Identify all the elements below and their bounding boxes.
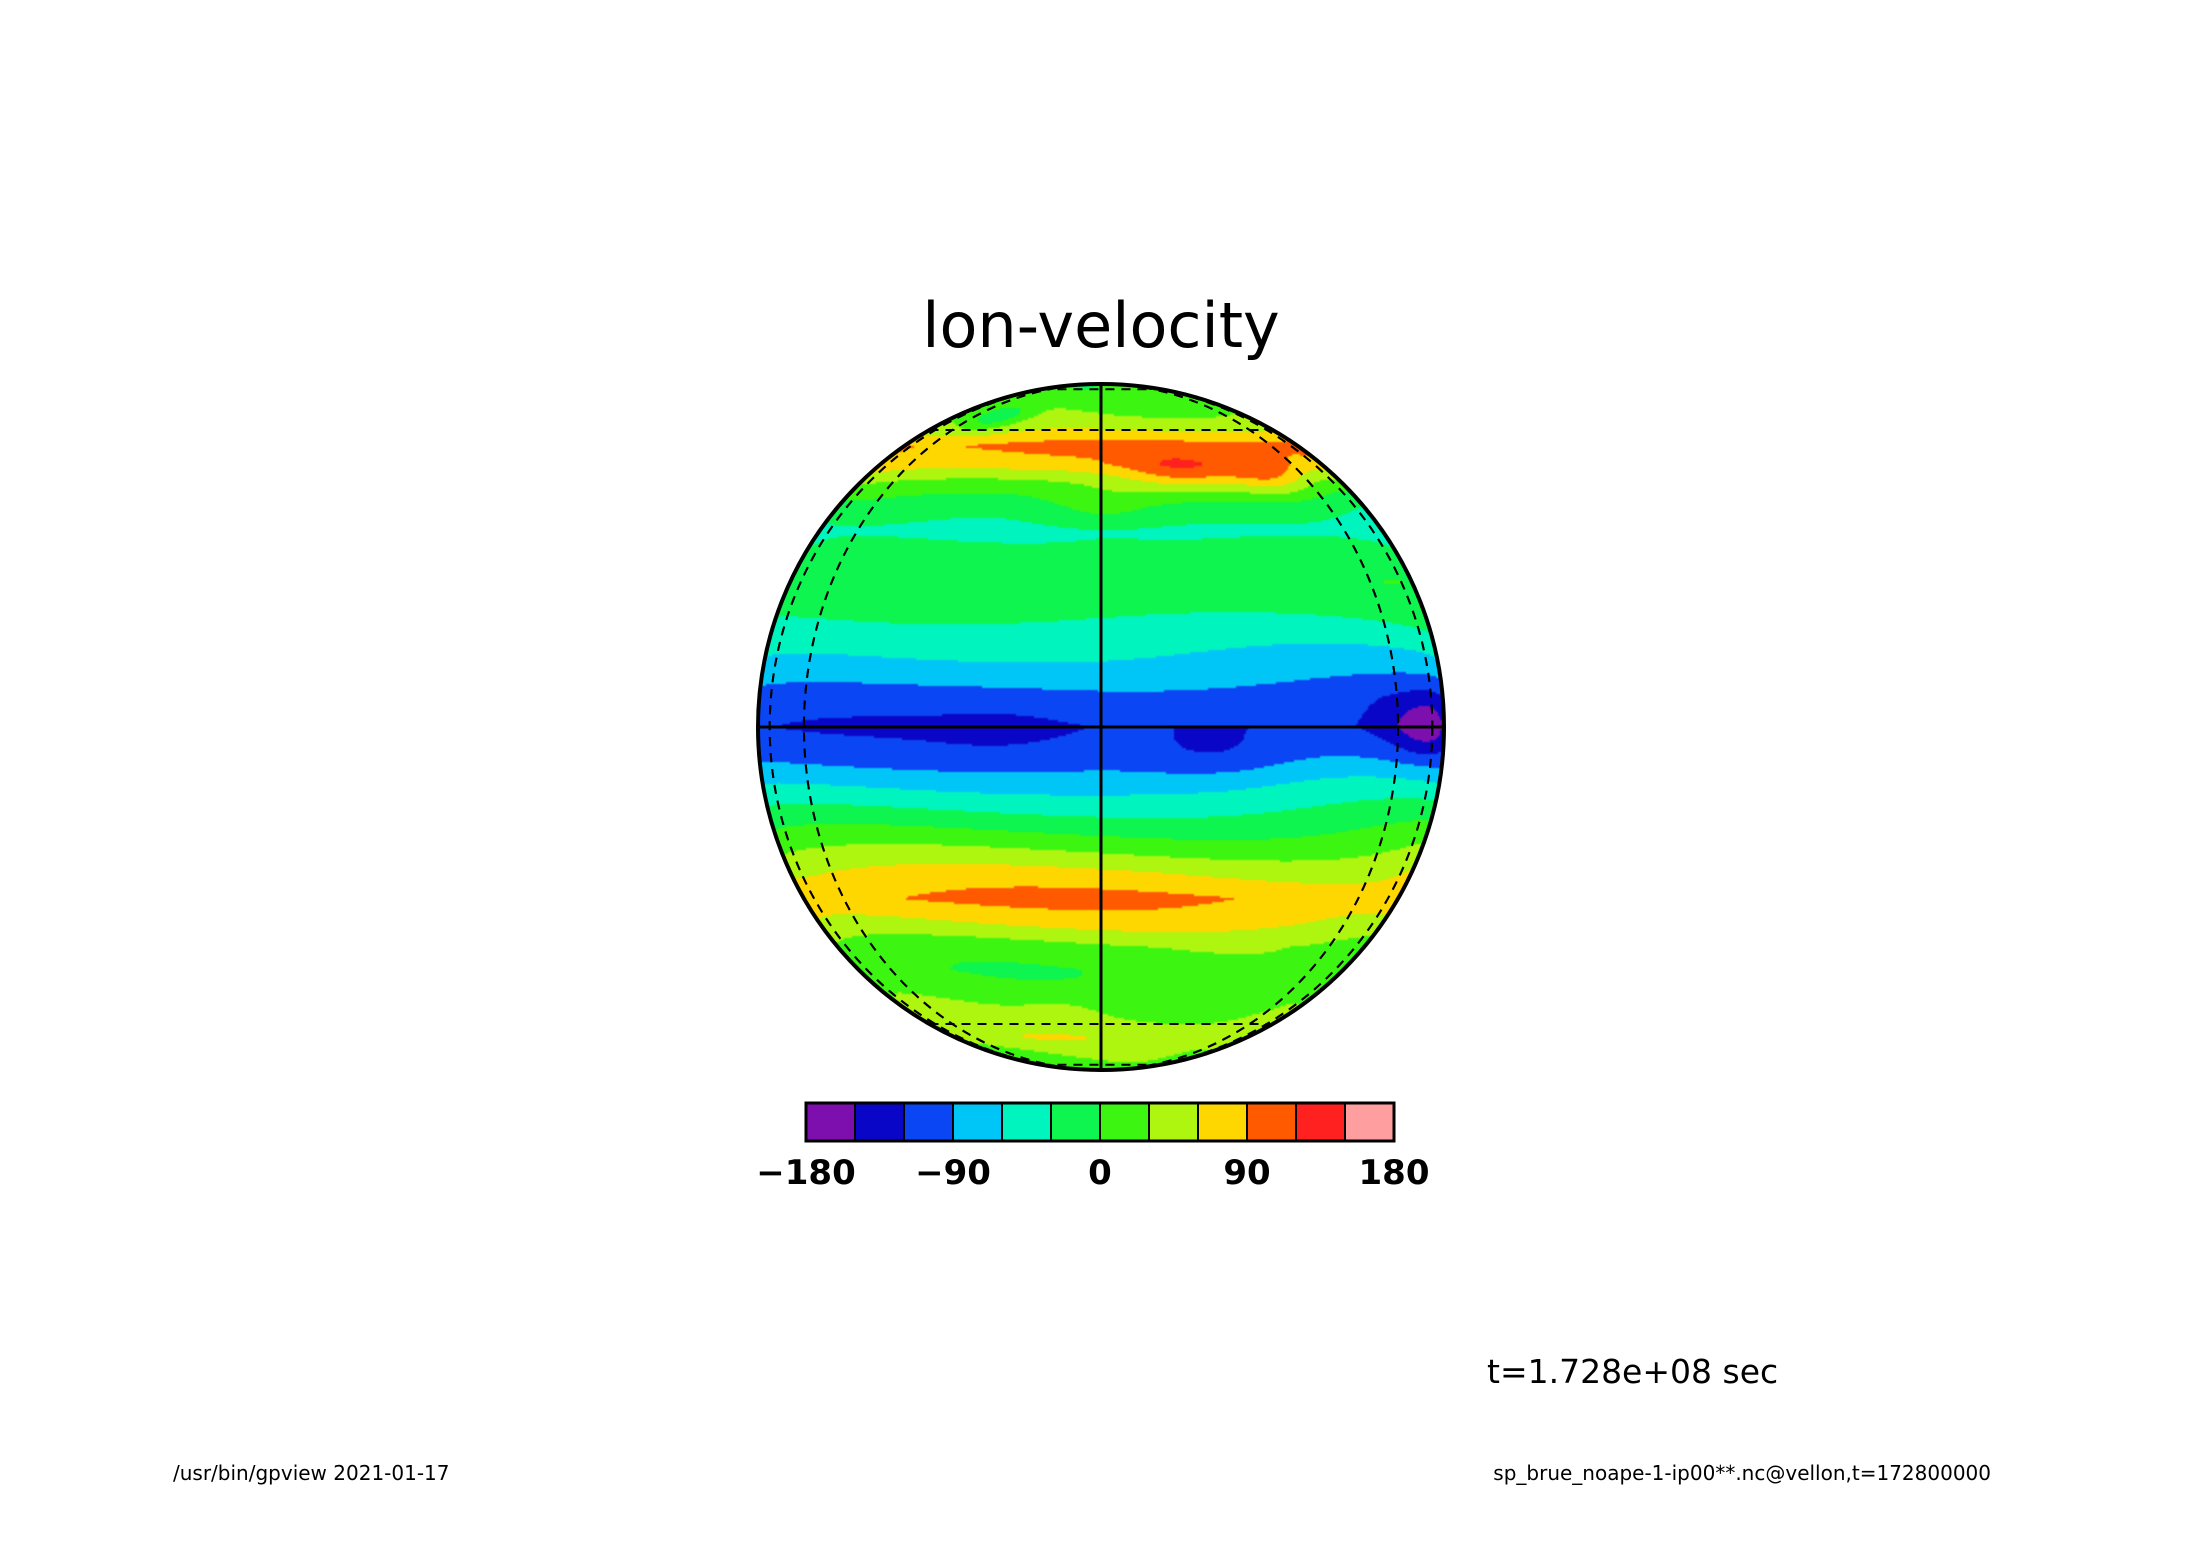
colorbar-swatch: [1050, 1102, 1101, 1142]
colorbar-swatch: [952, 1102, 1003, 1142]
colorbar: −180 −90 0 90 180: [756, 1101, 1430, 1193]
plot-title: lon-velocity: [922, 289, 1279, 362]
colorbar-swatch: [1197, 1102, 1248, 1142]
colorbar-tick-label: 90: [1223, 1153, 1270, 1193]
footer-left: /usr/bin/gpview 2021-01-17: [173, 1461, 450, 1485]
colorbar-swatch: [1148, 1102, 1199, 1142]
colorbar-frame: [804, 1101, 1396, 1143]
colorbar-swatch: [1246, 1102, 1297, 1142]
globe-map: [756, 382, 1446, 1072]
colorbar-swatch: [805, 1102, 856, 1142]
colorbar-swatch: [854, 1102, 905, 1142]
globe-outline: [756, 382, 1446, 1072]
colorbar-swatch: [1344, 1102, 1395, 1142]
colorbar-tick-label: 0: [1088, 1153, 1112, 1193]
colorbar-tick-label: −90: [915, 1153, 991, 1193]
colorbar-swatch: [1295, 1102, 1346, 1142]
colorbar-tick-label: −180: [756, 1153, 855, 1193]
colorbar-swatch: [1099, 1102, 1150, 1142]
colorbar-tick-label: 180: [1359, 1153, 1430, 1193]
colorbar-swatch: [1001, 1102, 1052, 1142]
footer-right: sp_brue_noape-1-ip00**.nc@vellon,t=17280…: [1493, 1461, 1991, 1485]
colorbar-swatch: [903, 1102, 954, 1142]
time-label: t=1.728e+08 sec: [1487, 1352, 1778, 1391]
